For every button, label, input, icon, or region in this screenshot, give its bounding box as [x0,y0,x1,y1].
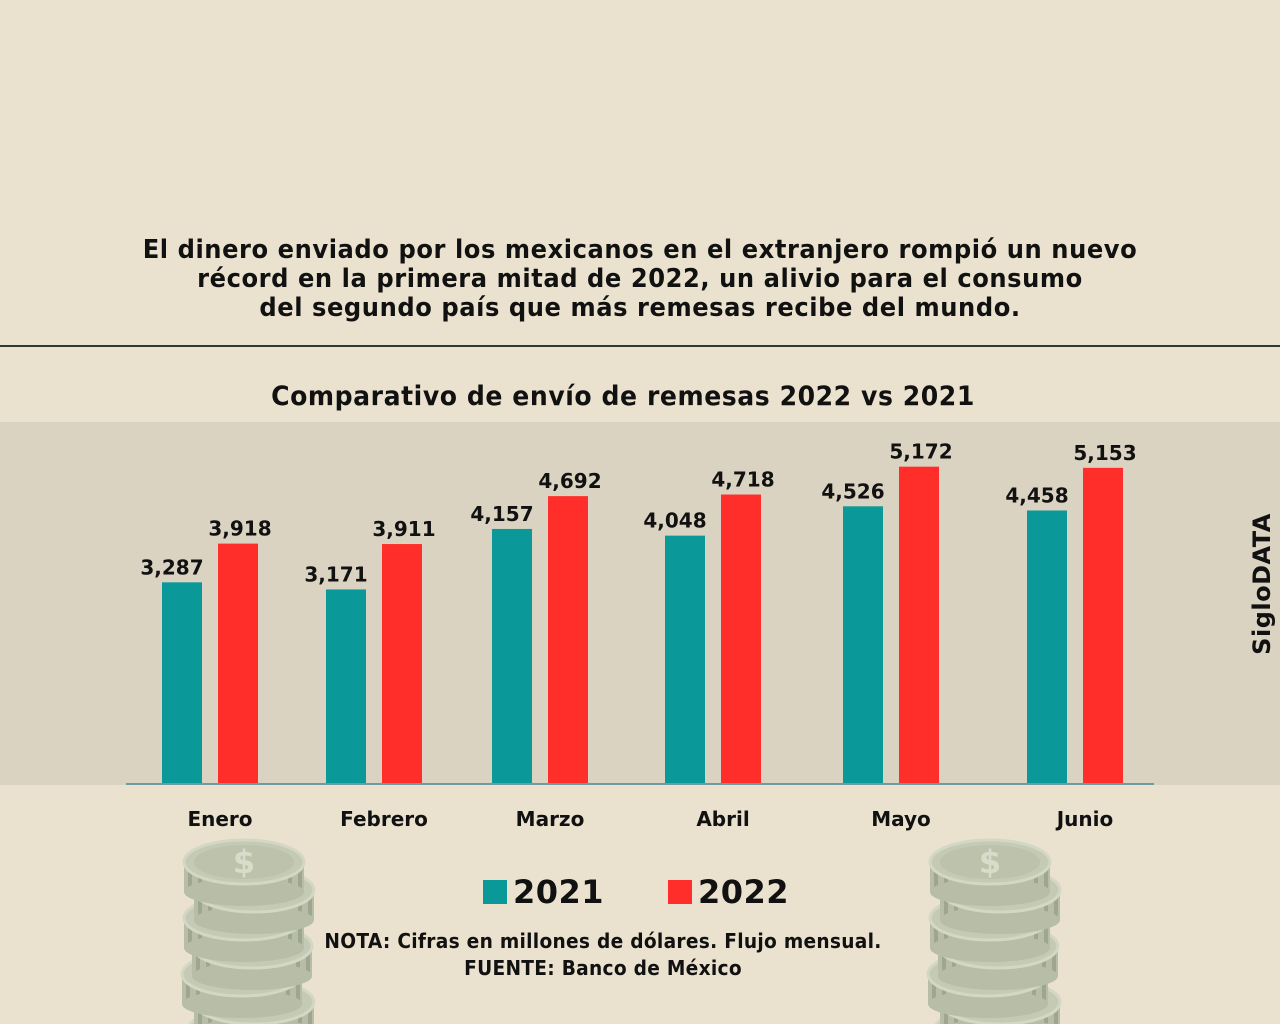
bar-marzo-2022 [548,496,588,784]
data-label-enero-2021: 3,287 [140,555,203,579]
bar-enero-2021 [162,582,202,784]
data-label-febrero-2022: 3,911 [372,517,435,541]
legend-label-2021: 2021 [512,873,604,911]
legend-swatch-2022 [668,880,692,904]
legend: 2021 2022 [0,873,1276,911]
data-label-mayo-2021: 4,526 [821,479,884,503]
coins-layer: $ $ [180,838,1062,1024]
divider [0,345,1280,347]
data-label-junio-2022: 5,153 [1073,441,1136,465]
data-label-marzo-2021: 4,157 [470,502,533,526]
dollar-sign-icon: $ [233,843,255,881]
footnote: NOTA: Cifras en millones de dólares. Flu… [42,928,1164,982]
headline: El dinero enviado por los mexicanos en e… [142,235,1138,323]
data-label-mayo-2022: 5,172 [889,440,952,464]
note-text: NOTA: Cifras en millones de dólares. Flu… [324,929,882,953]
coin-stack-left-icon: $ [180,838,316,1024]
dollar-sign-icon: $ [979,843,1001,881]
legend-item-2021: 2021 [482,873,604,911]
bar-abril-2022 [721,494,761,784]
legend-label-2022: 2022 [698,873,790,911]
bar-junio-2021 [1027,510,1067,784]
bar-marzo-2021 [492,528,532,784]
category-label-abril: Abril [696,807,749,831]
bar-enero-2022 [218,543,258,784]
data-label-marzo-2022: 4,692 [538,469,601,493]
data-label-febrero-2021: 3,171 [304,562,367,586]
category-label-enero: Enero [187,807,252,831]
category-label-mayo: Mayo [871,807,931,831]
bar-abril-2021 [665,535,705,784]
source-text: FUENTE: Banco de México [464,956,742,980]
legend-item-2022: 2022 [668,873,789,911]
bar-febrero-2022 [382,544,422,784]
bar-mayo-2022 [899,466,939,784]
category-label-junio: Junio [1055,807,1114,831]
data-label-abril-2021: 4,048 [643,509,706,533]
watermark-sigloDATA: SigloDATA [1248,513,1276,655]
data-label-enero-2022: 3,918 [208,517,271,541]
bar-febrero-2021 [326,589,366,784]
legend-swatch-2021 [482,880,507,904]
data-label-junio-2021: 4,458 [1005,483,1068,507]
bar-junio-2022 [1083,467,1123,784]
bar-mayo-2021 [843,506,883,784]
chart-title: Comparativo de envío de remesas 2022 vs … [271,381,975,412]
category-label-marzo: Marzo [516,807,585,831]
data-label-abril-2022: 4,718 [711,468,774,492]
category-label-febrero: Febrero [340,807,428,831]
coin-stack-right-icon: $ [926,838,1062,1024]
